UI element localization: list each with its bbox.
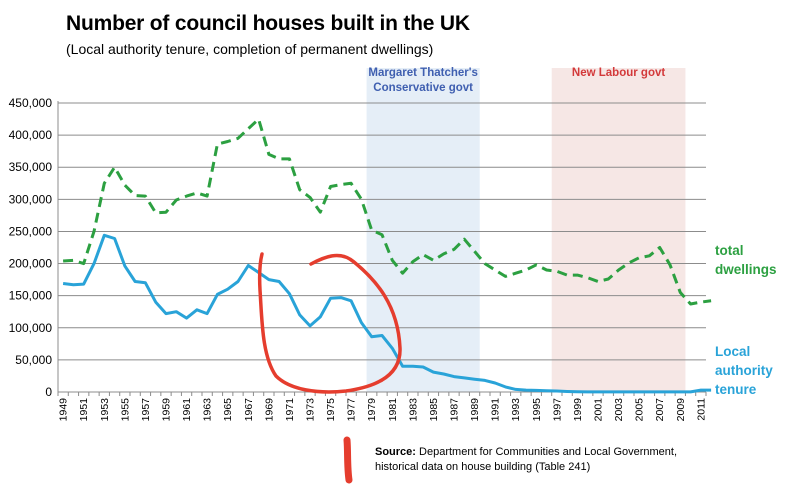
series-label-0-1: dwellings [715,262,777,277]
x-tick-label: 1985 [428,398,440,422]
x-tick-label: 1951 [78,398,90,422]
period-label-1-0: New Labour govt [572,67,665,79]
series-line-0 [62,117,712,306]
x-tick-label: 1971 [284,398,296,422]
x-tick-label: 1987 [449,398,461,422]
x-tick-label: 1961 [181,398,193,422]
x-tick-label: 1949 [58,398,70,422]
y-tick-label: 400,000 [9,128,53,142]
y-axis-tick-labels: 0 50,000 100,000 150,000 200,000 250,000 300,0… [9,96,53,399]
x-tick-label: 1957 [140,398,152,422]
y-tick-label: 0 [45,385,52,399]
x-tick-label: 1999 [572,398,584,422]
shaded-periods: Margaret Thatcher's Conservative govt New … [366,67,686,392]
y-tick-label: 150,000 [9,289,53,303]
x-tick-label: 1963 [202,398,214,422]
y-tick-label: 450,000 [9,96,53,110]
y-tick-label: 350,000 [9,160,53,174]
chart-title: Number of council houses built in the UK [66,12,470,35]
y-tick-label: 100,000 [9,321,53,335]
x-tick-label: 1955 [119,398,131,422]
x-tick-label: 1967 [243,398,255,422]
period-band-1 [551,68,686,392]
x-tick-label: 1993 [510,398,522,422]
x-tick-label: 1965 [222,398,234,422]
y-tick-label: 250,000 [9,224,53,238]
series-lines [62,117,712,394]
x-tick-label: 1953 [99,398,111,422]
x-tick-label: 1995 [531,398,543,422]
x-tick-label: 1991 [490,398,502,422]
x-axis-tick-labels: 1949 1951 1953 1955 1957 1959 1961 1963 1965 1967… [58,398,708,422]
hand-annotations [257,252,402,484]
period-band-0 [366,68,480,392]
x-tick-label: 1983 [407,398,419,422]
x-tick-label: 1973 [305,398,317,422]
x-tick-label: 1997 [551,398,563,422]
chart-subtitle: (Local authority tenure, completion of p… [66,41,434,57]
source-note: Source: Department for Communities and L… [375,445,720,475]
x-tick-label: 2003 [613,398,625,422]
y-tick-label: 200,000 [9,257,53,271]
hand-drawn-circle [257,252,402,394]
x-tick-label: 2009 [675,398,687,422]
source-text: Department for Communities and Local Gov… [375,446,678,473]
y-tick-label: 300,000 [9,192,53,206]
x-tick-label: 2011 [695,398,707,421]
x-tick-label: 2007 [654,398,666,422]
x-tick-label: 1989 [469,398,481,422]
x-tick-label: 1979 [366,398,378,422]
x-tick-label: 1959 [161,398,173,422]
y-tick-label: 50,000 [15,353,52,367]
x-tick-label: 1969 [263,398,275,422]
period-label-0-0: Margaret Thatcher's [368,67,477,79]
period-label-0-1: Conservative govt [373,82,473,94]
x-tick-label: 2001 [593,398,605,422]
series-label-1-0: Local [715,344,750,359]
series-label-1-2: tenure [715,382,757,397]
x-tick-label: 1981 [387,398,399,422]
series-label-1-1: authority [715,363,773,378]
gridlines [58,102,706,361]
series-label-0-0: total [715,243,744,258]
x-tick-label: 1977 [346,398,358,422]
x-tick-label: 1975 [325,398,337,422]
x-tick-label: 2005 [634,398,646,422]
series-labels: total dwellings Local authority tenure [715,243,777,397]
hand-drawn-mark [343,436,353,484]
source-label: Source: [375,446,416,458]
series-line-1 [62,233,712,394]
